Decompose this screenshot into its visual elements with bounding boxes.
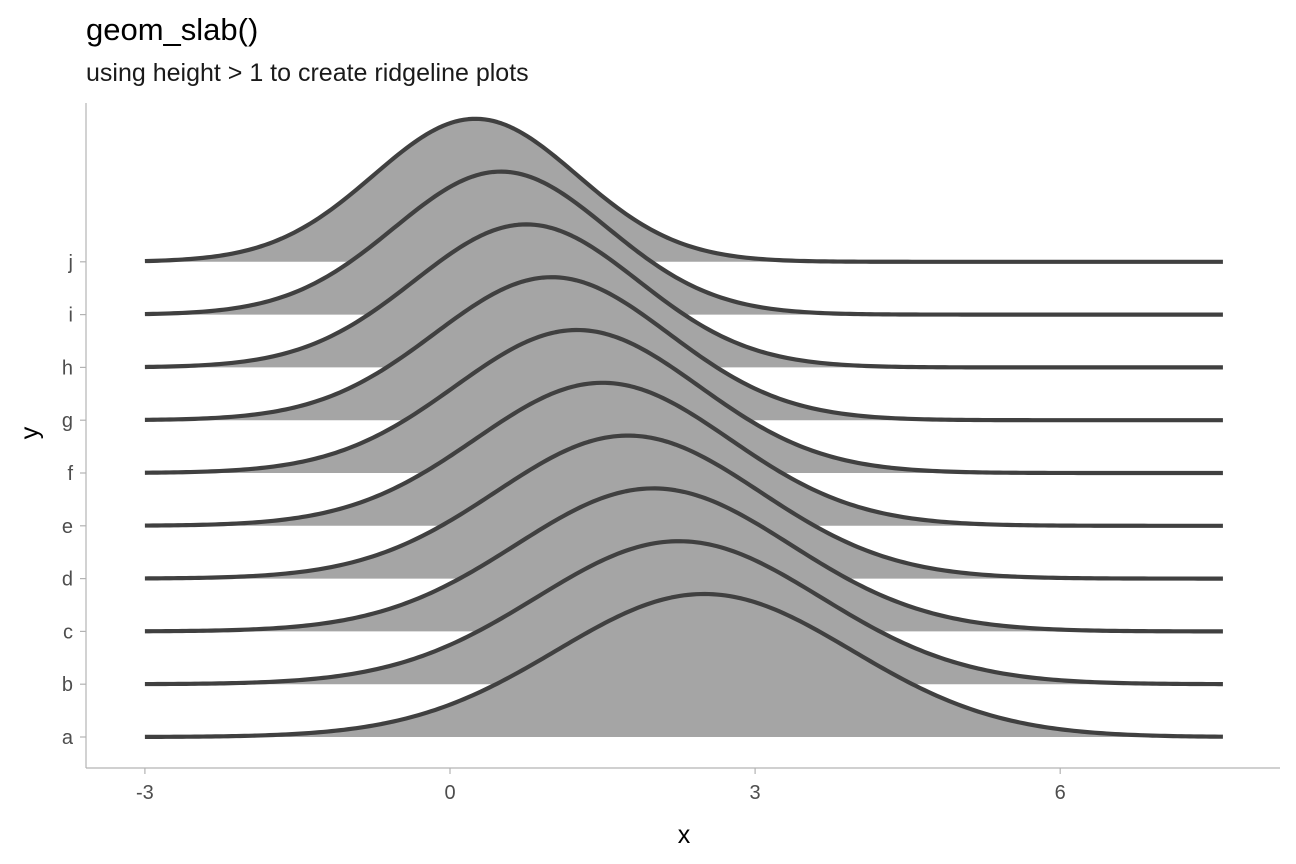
slab-f: [144, 327, 1223, 476]
slab-a: [144, 591, 1223, 739]
chart-subtitle: using height > 1 to create ridgeline plo…: [86, 59, 529, 87]
slab-fill-a: [144, 594, 1223, 737]
slab-outline-e: [144, 380, 1223, 528]
x-tick-label-1: 0: [444, 782, 455, 804]
y-tick-label-b: b: [62, 674, 73, 696]
y-tick-label-a: a: [62, 727, 74, 749]
x-axis-ticks: -3 0 3 6: [136, 768, 1066, 804]
x-axis-title: x: [678, 821, 691, 849]
slab-outline-b: [144, 539, 1223, 687]
slab-outline-c: [144, 486, 1223, 634]
slab-fill-h: [144, 224, 1223, 368]
y-tick-label-f: f: [67, 463, 73, 485]
slab-j: [144, 116, 1223, 264]
y-axis-title: y: [16, 426, 44, 439]
y-tick-label-d: d: [62, 569, 73, 591]
slab-g: [144, 275, 1223, 423]
slab-fill-g: [144, 277, 1223, 421]
slab-fill-j: [144, 118, 1223, 262]
y-tick-label-g: g: [62, 410, 73, 432]
y-axis-ticks: a b c d e f g h i j: [62, 252, 86, 749]
y-tick-label-h: h: [62, 357, 73, 379]
slab-outline-a: [144, 591, 1223, 739]
y-tick-label-e: e: [62, 516, 73, 538]
y-tick-label-i: i: [69, 305, 73, 327]
slab-outline-f: [144, 327, 1223, 476]
slab-outline-j: [144, 116, 1223, 264]
x-tick-label-3: 6: [1055, 782, 1066, 804]
y-tick-label-c: c: [63, 621, 73, 643]
x-tick-label-0: -3: [136, 782, 154, 804]
x-tick-label-2: 3: [750, 782, 761, 804]
slab-outline-d: [144, 433, 1223, 581]
slab-outline-h: [144, 222, 1223, 370]
y-tick-label-j: j: [68, 252, 73, 274]
slab-fill-f: [144, 330, 1223, 473]
chart-title: geom_slab(): [86, 12, 258, 47]
slab-layer: [144, 116, 1223, 739]
slab-h: [144, 222, 1223, 370]
slab-outline-i: [144, 169, 1223, 317]
slab-outline-g: [144, 275, 1223, 423]
